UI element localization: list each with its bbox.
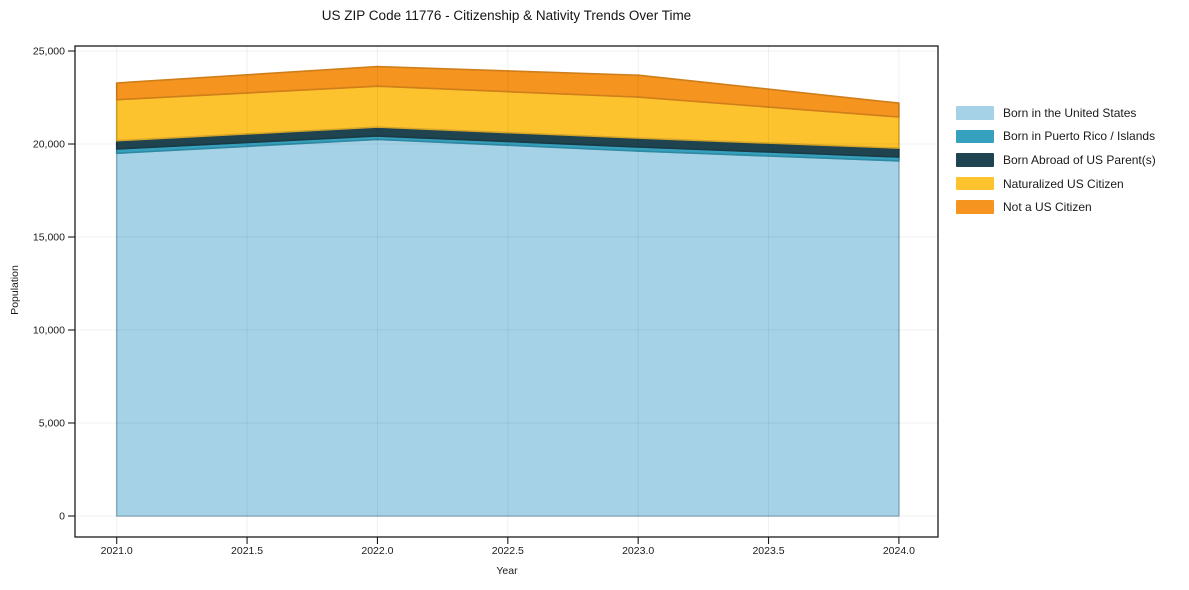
y-tick-label: 25,000 <box>33 46 65 58</box>
legend-swatch <box>956 200 994 214</box>
legend-swatch <box>956 106 994 120</box>
legend-item: Born in the United States <box>956 101 1156 125</box>
chart-title: US ZIP Code 11776 - Citizenship & Nativi… <box>321 8 692 23</box>
x-tick-label: 2021.5 <box>231 545 263 557</box>
legend-swatch <box>956 153 994 167</box>
legend-swatch <box>956 176 994 191</box>
area-series <box>115 65 900 118</box>
legend-label: Naturalized US Citizen <box>1003 176 1124 191</box>
legend-label: Born in the United States <box>1003 105 1137 120</box>
x-tick-label: 2023.5 <box>752 545 784 557</box>
legend-label: Born in Puerto Rico / Islands <box>1003 129 1156 144</box>
legend-swatch <box>956 129 994 144</box>
y-tick-label: 10,000 <box>33 324 65 336</box>
x-tick-label: 2023.0 <box>622 545 654 557</box>
legend-item: Naturalized US Citizen <box>956 172 1156 196</box>
legend-label: Born Abroad of US Parent(s) <box>1003 152 1156 167</box>
legend: Born in the United States Born in Puerto … <box>956 101 1156 219</box>
x-tick-label: 2024.0 <box>883 545 915 557</box>
x-tick-label: 2022.0 <box>361 545 393 557</box>
y-tick-label: 20,000 <box>33 139 65 151</box>
x-tick-label: 2021.0 <box>101 545 133 557</box>
y-tick-label: 15,000 <box>33 232 65 244</box>
plot-border <box>74 45 939 538</box>
y-axis-label: Population <box>9 265 21 315</box>
y-tick-label: 5,000 <box>39 417 65 429</box>
legend-item: Born Abroad of US Parent(s) <box>956 148 1156 172</box>
x-axis-label: Year <box>496 565 518 577</box>
y-tick-label: 0 <box>59 510 65 522</box>
x-tick-label: 2022.5 <box>492 545 524 557</box>
legend-item: Not a US Citizen <box>956 195 1156 219</box>
legend-item: Born in Puerto Rico / Islands <box>956 125 1156 149</box>
legend-label: Not a US Citizen <box>1003 200 1092 215</box>
